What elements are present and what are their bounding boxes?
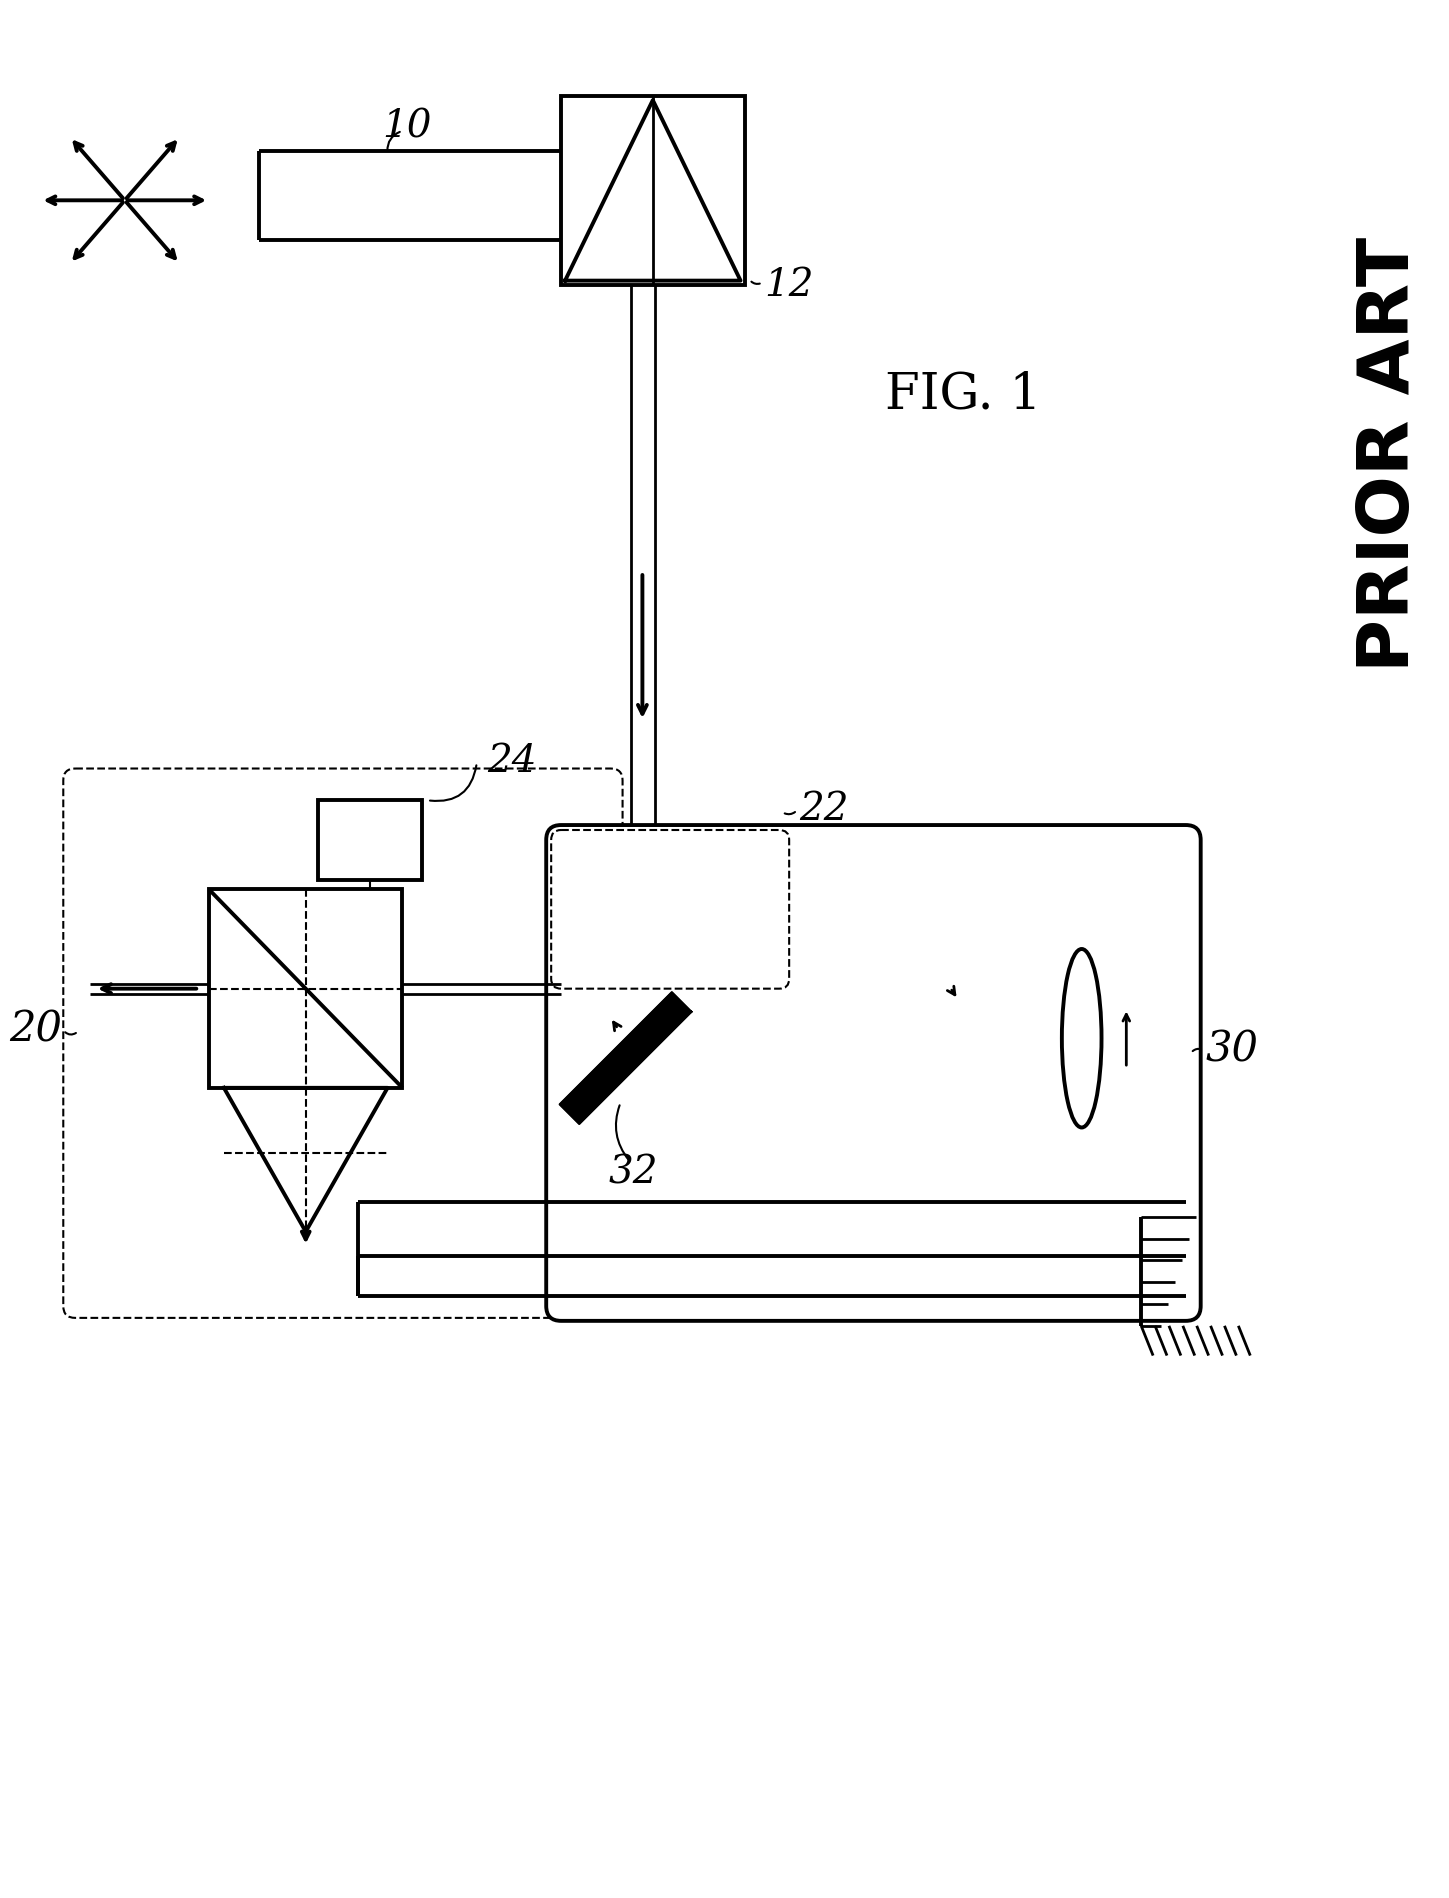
Text: 30: 30 <box>1206 1027 1259 1070</box>
Text: 22: 22 <box>798 790 849 828</box>
Ellipse shape <box>1062 949 1101 1127</box>
Text: 10: 10 <box>383 108 432 146</box>
Text: 32: 32 <box>609 1154 658 1190</box>
Bar <box>209 890 403 1088</box>
Polygon shape <box>225 1088 387 1232</box>
FancyBboxPatch shape <box>546 826 1201 1321</box>
Text: PRIOR ART: PRIOR ART <box>1355 237 1423 672</box>
FancyBboxPatch shape <box>551 831 790 989</box>
FancyBboxPatch shape <box>64 769 623 1319</box>
Polygon shape <box>559 993 691 1124</box>
Text: 24: 24 <box>487 742 536 780</box>
Bar <box>561 97 745 285</box>
Text: 20: 20 <box>9 1008 62 1050</box>
Text: FIG. 1: FIG. 1 <box>884 370 1040 419</box>
Bar <box>319 801 422 881</box>
Text: 12: 12 <box>765 268 814 304</box>
